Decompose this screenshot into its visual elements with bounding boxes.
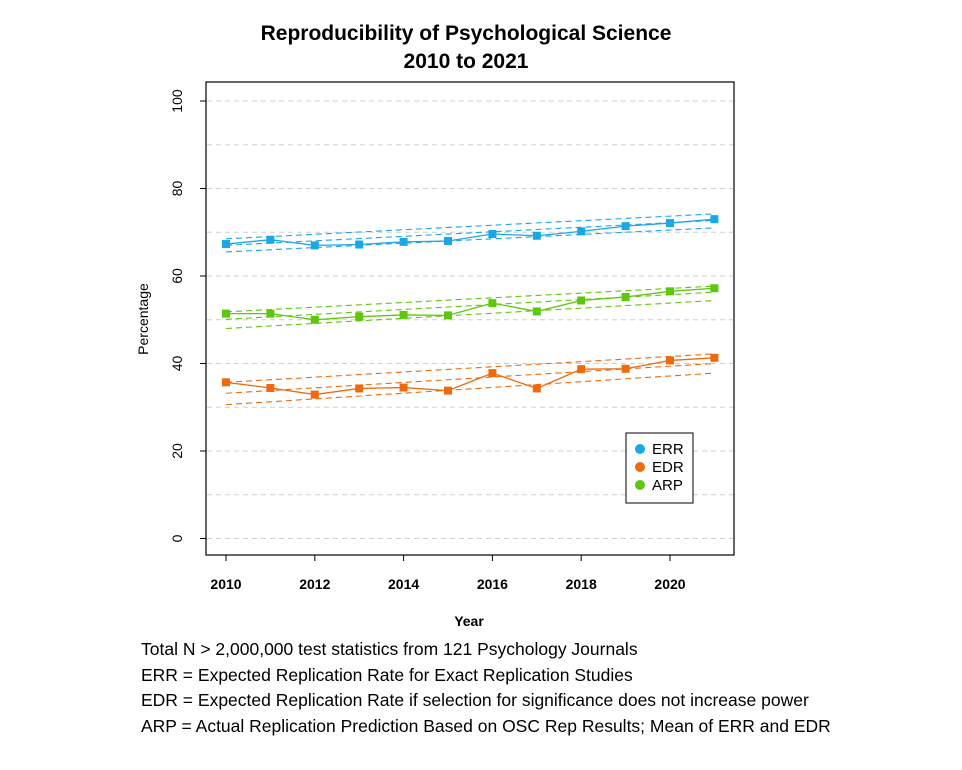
err-point xyxy=(444,237,452,245)
y-tick-label: 20 xyxy=(169,443,185,459)
x-tick-label: 2018 xyxy=(566,576,597,592)
arp-point xyxy=(222,309,230,318)
err-point xyxy=(577,227,586,236)
err-point xyxy=(532,231,541,240)
err-point xyxy=(710,215,719,224)
edr-point xyxy=(710,353,719,362)
arp-band-lower-line xyxy=(225,299,715,330)
edr-point xyxy=(444,386,452,395)
err-point xyxy=(488,230,497,238)
arp-point xyxy=(444,311,452,320)
y-tick-label: 100 xyxy=(169,89,185,113)
arp-line xyxy=(226,287,715,321)
arp-point xyxy=(488,299,497,308)
arp-point xyxy=(621,293,630,301)
x-tick-label: 2010 xyxy=(210,576,241,592)
err-point xyxy=(399,237,408,246)
edr-point xyxy=(621,364,630,373)
arp-point xyxy=(532,307,541,316)
y-tick-label: 0 xyxy=(169,534,185,542)
caption-notes: Total N > 2,000,000 test statistics from… xyxy=(141,637,831,739)
err-line xyxy=(225,218,715,247)
edr-point xyxy=(532,384,541,393)
edr-point xyxy=(488,369,497,378)
edr-trend-line xyxy=(225,362,715,394)
edr-line xyxy=(225,357,715,396)
y-tick-label: 60 xyxy=(169,268,185,284)
err-point xyxy=(355,240,364,249)
data-points xyxy=(222,215,719,399)
arp-point xyxy=(710,284,719,293)
arp-point xyxy=(266,309,275,318)
y-tick-label: 40 xyxy=(169,356,185,372)
gridlines xyxy=(207,100,733,539)
err-band-upper-line xyxy=(225,213,715,240)
note-err: ERR = Expected Replication Rate for Exac… xyxy=(141,664,633,685)
x-tick-label: 2012 xyxy=(299,576,330,592)
arp-point xyxy=(399,310,408,319)
series-lines xyxy=(225,218,715,396)
arp-legend-label: ARP xyxy=(652,477,683,494)
line-chart: Reproducibility of Psychological Science… xyxy=(135,22,735,629)
err-band-lower-line xyxy=(225,227,715,253)
err-legend-marker xyxy=(635,444,645,454)
note-total-n: Total N > 2,000,000 test statistics from… xyxy=(141,639,638,659)
x-tick-label: 2016 xyxy=(477,576,508,592)
edr-point xyxy=(577,365,586,374)
edr-legend-marker xyxy=(635,462,645,472)
note-arp: ARP = Actual Replication Prediction Base… xyxy=(141,715,831,736)
chart-subtitle: 2010 to 2021 xyxy=(404,50,529,73)
err-point xyxy=(222,240,230,249)
arp-trend-line xyxy=(225,291,715,320)
x-tick-label: 2020 xyxy=(654,576,685,592)
arp-point xyxy=(666,287,674,296)
err-point xyxy=(310,241,319,250)
err-trend-line xyxy=(225,219,715,246)
edr-point xyxy=(399,383,408,392)
arp-point xyxy=(355,312,364,321)
trend-lines xyxy=(225,213,715,406)
edr-band-lower-line xyxy=(225,372,715,406)
arp-legend-marker xyxy=(635,480,645,490)
y-axis-label: Percentage xyxy=(135,283,151,355)
edr-point xyxy=(666,356,674,365)
err-point xyxy=(666,219,674,228)
arp-point xyxy=(310,315,319,324)
note-edr: EDR = Expected Replication Rate if selec… xyxy=(141,690,809,710)
chart-title: Reproducibility of Psychological Science xyxy=(261,22,672,45)
arp-band-upper-line xyxy=(225,285,715,313)
edr-point xyxy=(222,378,230,387)
edr-point xyxy=(355,384,364,393)
edr-legend-label: EDR xyxy=(652,459,684,476)
err-point xyxy=(266,235,275,244)
arp-point xyxy=(577,296,586,305)
edr-point xyxy=(310,390,319,399)
x-axis-label: Year xyxy=(454,613,484,629)
y-tick-label: 80 xyxy=(169,181,185,197)
plot-frame xyxy=(205,81,735,556)
edr-point xyxy=(266,384,275,392)
y-axis: 0 20 40 60 80 100 xyxy=(169,89,206,542)
edr-band-upper-line xyxy=(225,353,715,383)
x-tick-label: 2014 xyxy=(388,576,419,592)
x-axis: 2010 2012 2014 2016 2018 2020 xyxy=(210,555,686,592)
err-point xyxy=(621,222,630,231)
err-legend-label: ERR xyxy=(652,441,684,458)
